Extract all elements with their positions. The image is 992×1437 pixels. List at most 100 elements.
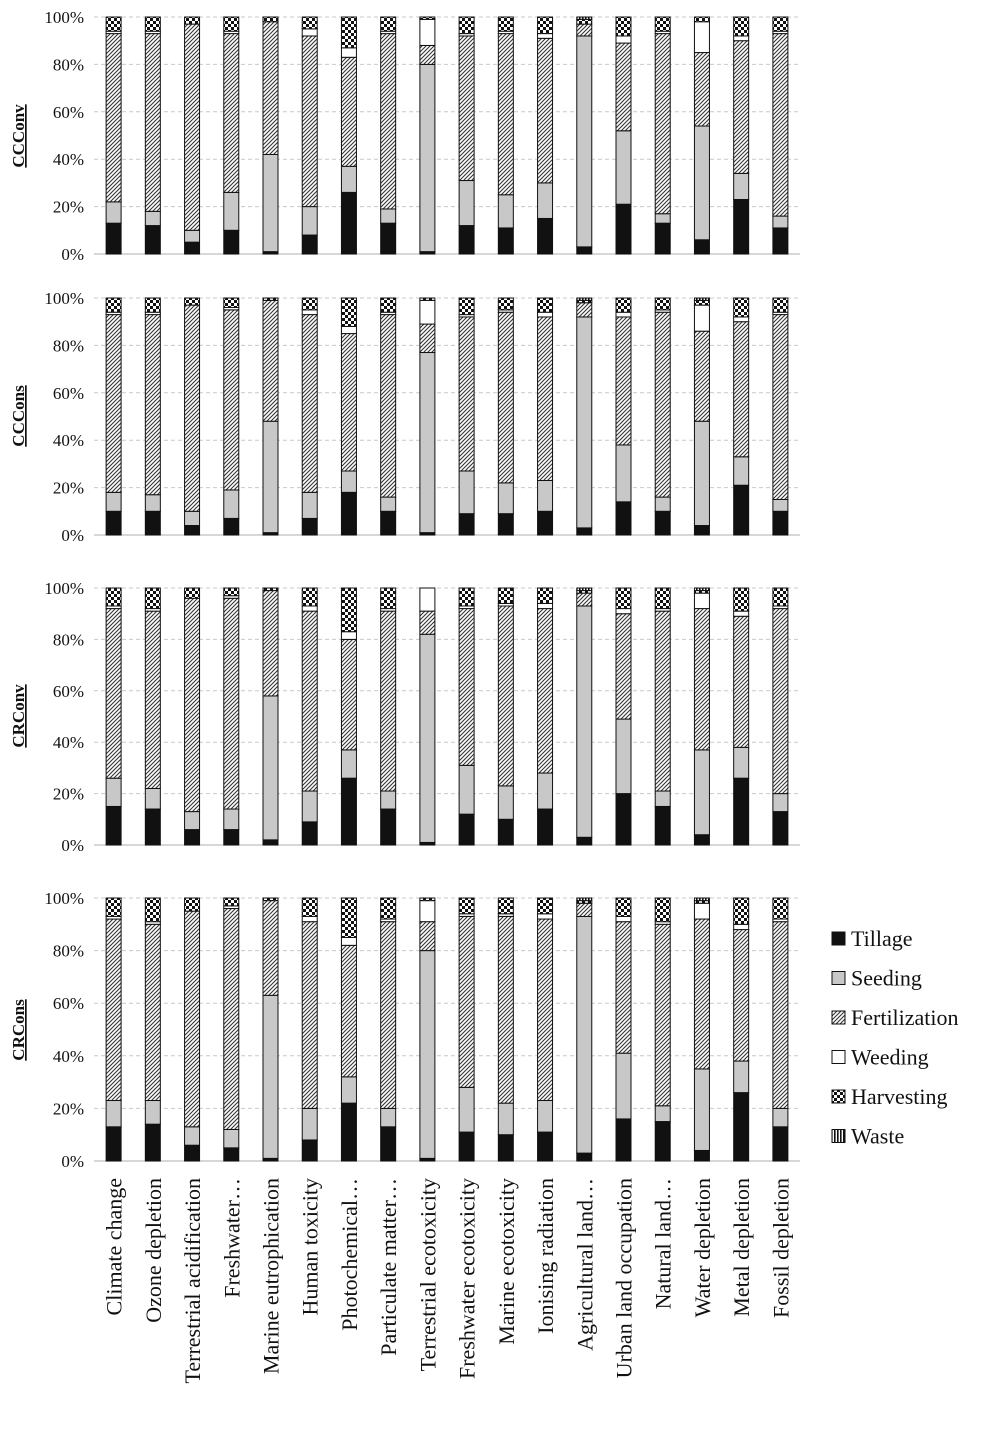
bar-segment-seeding	[144, 787, 161, 810]
bar-segment-tillage	[654, 805, 671, 846]
bar-marine-ecotoxicity	[497, 587, 514, 846]
bar-segment-fertilization	[537, 608, 554, 774]
bar-segment-harvesting	[184, 587, 201, 599]
bar-segment-seeding	[497, 194, 514, 229]
bar-segment-seeding	[497, 482, 514, 515]
bar-terrestrial-ecotoxicity	[419, 16, 436, 255]
bar-ionising-radiation	[537, 897, 554, 1162]
bar-segment-tillage	[733, 198, 750, 255]
bar-segment-fertilization	[654, 923, 671, 1107]
bar-urban-land-occupation	[615, 16, 632, 255]
bar-agricultural-land	[576, 297, 593, 536]
bar-segment-weeding	[537, 602, 554, 610]
bar-segment-harvesting	[537, 297, 554, 313]
bar-segment-tillage	[380, 808, 397, 846]
bar-segment-seeding	[340, 749, 357, 779]
bar-segment-waste	[693, 297, 710, 301]
bar-segment-seeding	[537, 1100, 554, 1133]
bar-segment-weeding	[340, 936, 357, 946]
bar-segment-weeding	[693, 592, 710, 610]
bar-fossil-depletion	[772, 587, 789, 846]
bar-segment-fertilization	[497, 915, 514, 1104]
bar-segment-harvesting	[576, 18, 593, 25]
bar-segment-seeding	[223, 808, 240, 831]
bar-segment-weeding	[301, 28, 318, 37]
bar-segment-weeding	[340, 325, 357, 335]
bar-segment-tillage	[654, 510, 671, 536]
bar-segment-weeding	[733, 35, 750, 42]
bar-segment-harvesting	[105, 297, 122, 313]
bar-marine-eutrophication	[262, 587, 279, 846]
bar-marine-eutrophication	[262, 16, 279, 255]
bar-segment-harvesting	[105, 897, 122, 917]
bar-segment-fertilization	[184, 23, 201, 231]
bar-ionising-radiation	[537, 587, 554, 846]
bar-segment-harvesting	[615, 897, 632, 917]
y-tick-label: 60%	[53, 994, 84, 1013]
bar-segment-seeding	[615, 718, 632, 795]
bar-segment-tillage	[380, 510, 397, 536]
bar-segment-harvesting	[262, 297, 279, 301]
category-label: Water depletion	[690, 1178, 715, 1317]
bar-segment-weeding	[693, 21, 710, 54]
bar-segment-seeding	[301, 790, 318, 823]
y-tick-label: 100%	[44, 289, 84, 308]
bar-segment-tillage	[223, 229, 240, 255]
bar-segment-fertilization	[380, 921, 397, 1109]
bar-segment-tillage	[340, 491, 357, 536]
category-label: Ozone depletion	[141, 1178, 166, 1323]
bar-segment-weeding	[733, 923, 750, 931]
bar-segment-harvesting	[184, 16, 201, 25]
bar-segment-harvesting	[458, 297, 475, 316]
bar-segment-tillage	[576, 527, 593, 536]
category-label: Human toxicity	[298, 1178, 323, 1315]
category-label: Urban land occupation	[612, 1178, 637, 1378]
bar-segment-harvesting	[262, 587, 279, 592]
y-tick-label: 100%	[44, 579, 84, 598]
bar-segment-seeding	[537, 772, 554, 810]
bar-segment-seeding	[184, 229, 201, 243]
bar-segment-harvesting	[340, 297, 357, 327]
bar-ionising-radiation	[537, 16, 554, 255]
bar-segment-seeding	[693, 1068, 710, 1151]
bar-segment-harvesting	[144, 297, 161, 313]
y-tick-label: 80%	[53, 336, 84, 355]
y-tick-label: 100%	[44, 8, 84, 27]
bar-segment-seeding	[223, 1128, 240, 1149]
bar-segment-fertilization	[576, 592, 593, 607]
bar-freshwater	[223, 16, 240, 255]
bar-urban-land-occupation	[615, 297, 632, 536]
bar-segment-weeding	[419, 900, 436, 923]
bar-segment-seeding	[419, 950, 436, 1159]
bar-segment-fertilization	[144, 610, 161, 789]
bar-segment-tillage	[537, 510, 554, 536]
bar-segment-tillage	[184, 1144, 201, 1162]
bar-segment-tillage	[497, 818, 514, 846]
bar-segment-tillage	[184, 525, 201, 536]
bar-segment-seeding	[537, 479, 554, 512]
bar-segment-harvesting	[654, 297, 671, 311]
y-tick-label: 60%	[53, 384, 84, 403]
bar-segment-seeding	[144, 1100, 161, 1125]
bar-segment-tillage	[497, 1134, 514, 1162]
bar-segment-fertilization	[772, 921, 789, 1109]
bar-segment-harvesting	[340, 587, 357, 633]
bar-segment-tillage	[340, 191, 357, 255]
bar-segment-seeding	[419, 633, 436, 843]
bar-segment-fertilization	[458, 608, 475, 766]
bar-segment-harvesting	[301, 16, 318, 30]
bar-segment-tillage	[772, 510, 789, 536]
bar-segment-harvesting	[654, 16, 671, 32]
bar-segment-seeding	[693, 125, 710, 241]
panel-ylabel: CRConv	[9, 684, 28, 748]
bar-human-toxicity	[301, 587, 318, 846]
bar-segment-seeding	[380, 496, 397, 512]
bar-segment-harvesting	[380, 297, 397, 313]
legend-swatch	[831, 971, 846, 985]
bar-segment-waste	[693, 587, 710, 592]
bar-segment-harvesting	[772, 587, 789, 607]
bar-segment-seeding	[262, 695, 279, 841]
bar-segment-seeding	[576, 605, 593, 838]
bar-segment-tillage	[105, 805, 122, 846]
bar-segment-tillage	[301, 517, 318, 536]
